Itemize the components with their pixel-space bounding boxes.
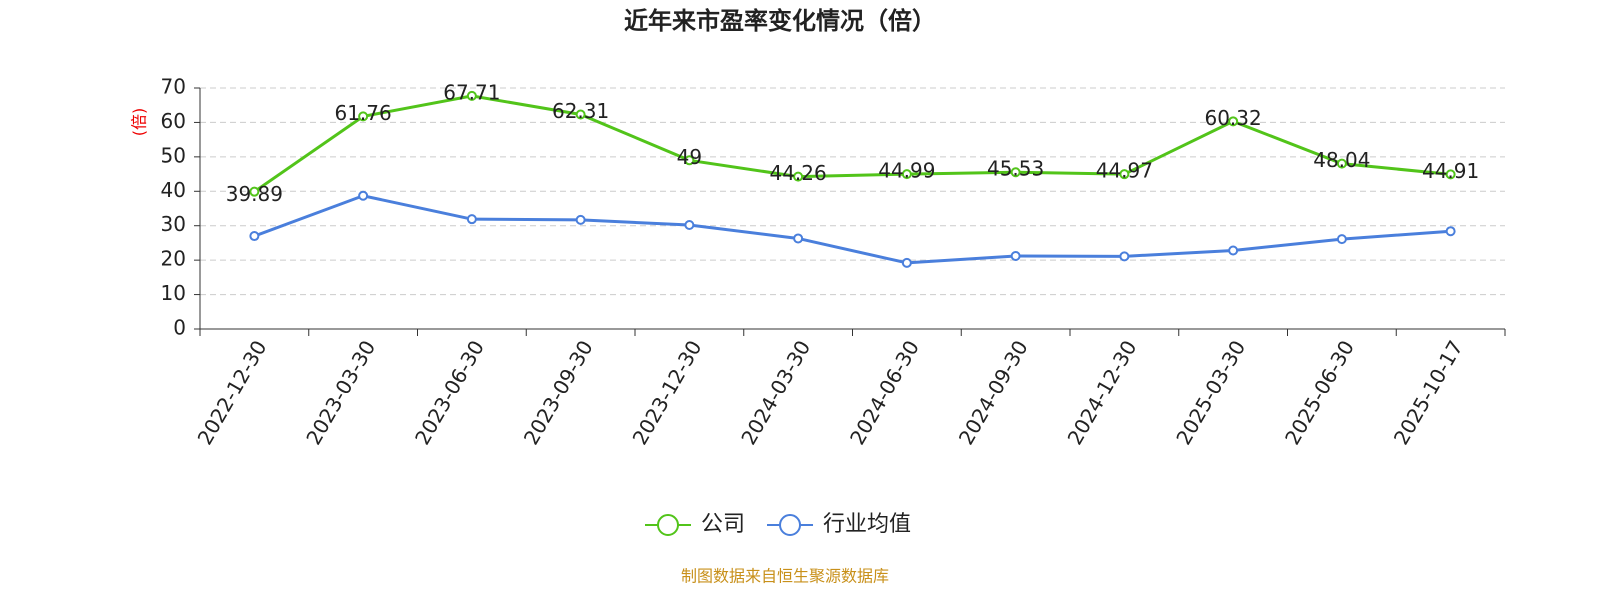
data-point — [249, 231, 260, 242]
data-point — [1119, 169, 1130, 180]
x-tick-label: 2022-12-30 — [193, 336, 272, 449]
data-point — [1228, 245, 1239, 256]
data-label: 67.71 — [443, 80, 500, 104]
x-tick-label: 2023-09-30 — [519, 336, 598, 449]
x-tick-label: 2023-03-30 — [301, 336, 380, 449]
data-point — [1336, 158, 1347, 169]
data-point — [1445, 226, 1456, 237]
series-line — [253, 194, 1451, 265]
data-label: 45.53 — [987, 157, 1044, 181]
x-tick-label: 2024-09-30 — [954, 336, 1033, 449]
data-point — [466, 214, 477, 225]
data-point — [1119, 251, 1130, 262]
data-point — [1445, 169, 1456, 180]
y-axis-label: (倍) — [130, 108, 149, 137]
data-label: 61.76 — [334, 101, 391, 125]
data-label: 44.97 — [1096, 159, 1153, 183]
x-tick-label: 2025-03-30 — [1171, 336, 1250, 449]
x-tick-label: 2024-06-30 — [845, 336, 924, 449]
x-tick-label: 2024-03-30 — [736, 336, 815, 449]
source-note: 制图数据来自恒生聚源数据库 — [681, 567, 889, 586]
data-point — [358, 111, 369, 122]
y-tick-label: 40 — [161, 178, 186, 202]
data-label: 44.91 — [1422, 159, 1479, 183]
data-point — [1336, 234, 1347, 245]
data-label: 49 — [677, 145, 702, 169]
data-label: 39.89 — [226, 182, 283, 206]
data-point — [793, 233, 804, 244]
data-point — [901, 169, 912, 180]
y-tick-label: 70 — [161, 75, 186, 99]
x-tick-label: 2025-10-17 — [1389, 336, 1468, 449]
legend-label: 公司 — [701, 512, 745, 537]
data-label: 62.31 — [552, 99, 609, 123]
data-point — [1010, 167, 1021, 178]
y-tick-label: 60 — [161, 109, 186, 133]
legend-marker — [779, 514, 802, 536]
y-tick-label: 0 — [173, 316, 186, 340]
legend-marker — [657, 514, 679, 536]
y-tick-label: 20 — [161, 247, 186, 271]
data-point — [575, 109, 586, 120]
data-point — [684, 155, 695, 166]
data-point — [1010, 251, 1021, 262]
data-point — [901, 257, 912, 268]
data-label: 48.04 — [1313, 148, 1370, 172]
data-label: 44.99 — [878, 159, 935, 183]
y-tick-label: 30 — [161, 212, 186, 236]
x-tick-label: 2024-12-30 — [1063, 336, 1142, 449]
data-label: 60.32 — [1204, 106, 1261, 130]
chart-title: 近年来市盈率变化情况（倍） — [624, 7, 936, 35]
data-point — [358, 190, 369, 201]
data-point — [249, 186, 260, 197]
data-point — [1228, 116, 1239, 127]
y-tick-label: 50 — [161, 143, 186, 167]
legend-label: 行业均值 — [823, 512, 911, 537]
y-tick-label: 10 — [161, 281, 186, 305]
data-label: 44.26 — [769, 161, 826, 185]
data-point — [793, 171, 804, 182]
data-point — [466, 90, 477, 101]
x-tick-label: 2023-12-30 — [628, 336, 707, 449]
x-tick-label: 2025-06-30 — [1280, 336, 1359, 449]
series-line — [253, 94, 1451, 193]
data-point — [575, 214, 586, 225]
x-tick-label: 2023-06-30 — [410, 336, 489, 449]
data-point — [684, 220, 695, 231]
